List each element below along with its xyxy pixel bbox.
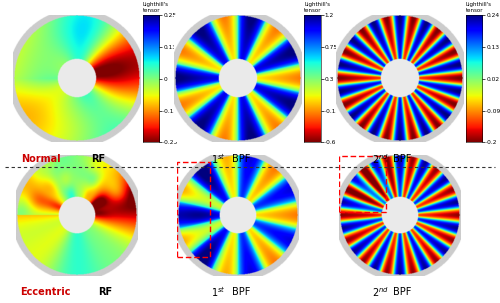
Text: Normal: Normal (20, 154, 60, 164)
Text: BPF: BPF (394, 287, 412, 298)
Text: Eccentric: Eccentric (20, 287, 71, 298)
Text: Lighthill's
tensor: Lighthill's tensor (466, 2, 491, 13)
Text: $1^{st}$: $1^{st}$ (212, 285, 226, 299)
Text: BPF: BPF (394, 154, 412, 164)
Text: BPF: BPF (232, 287, 250, 298)
Text: Lighthill's
tensor: Lighthill's tensor (304, 2, 330, 13)
Bar (177, 162, 210, 257)
Text: BPF: BPF (232, 154, 250, 164)
Bar (338, 156, 386, 212)
Text: Lighthill's
tensor: Lighthill's tensor (142, 2, 169, 13)
Text: $2^{nd}$: $2^{nd}$ (372, 152, 388, 166)
Text: RF: RF (98, 287, 112, 298)
Text: $1^{st}$: $1^{st}$ (212, 152, 226, 166)
Text: $2^{nd}$: $2^{nd}$ (372, 285, 388, 299)
Text: RF: RF (91, 154, 105, 164)
